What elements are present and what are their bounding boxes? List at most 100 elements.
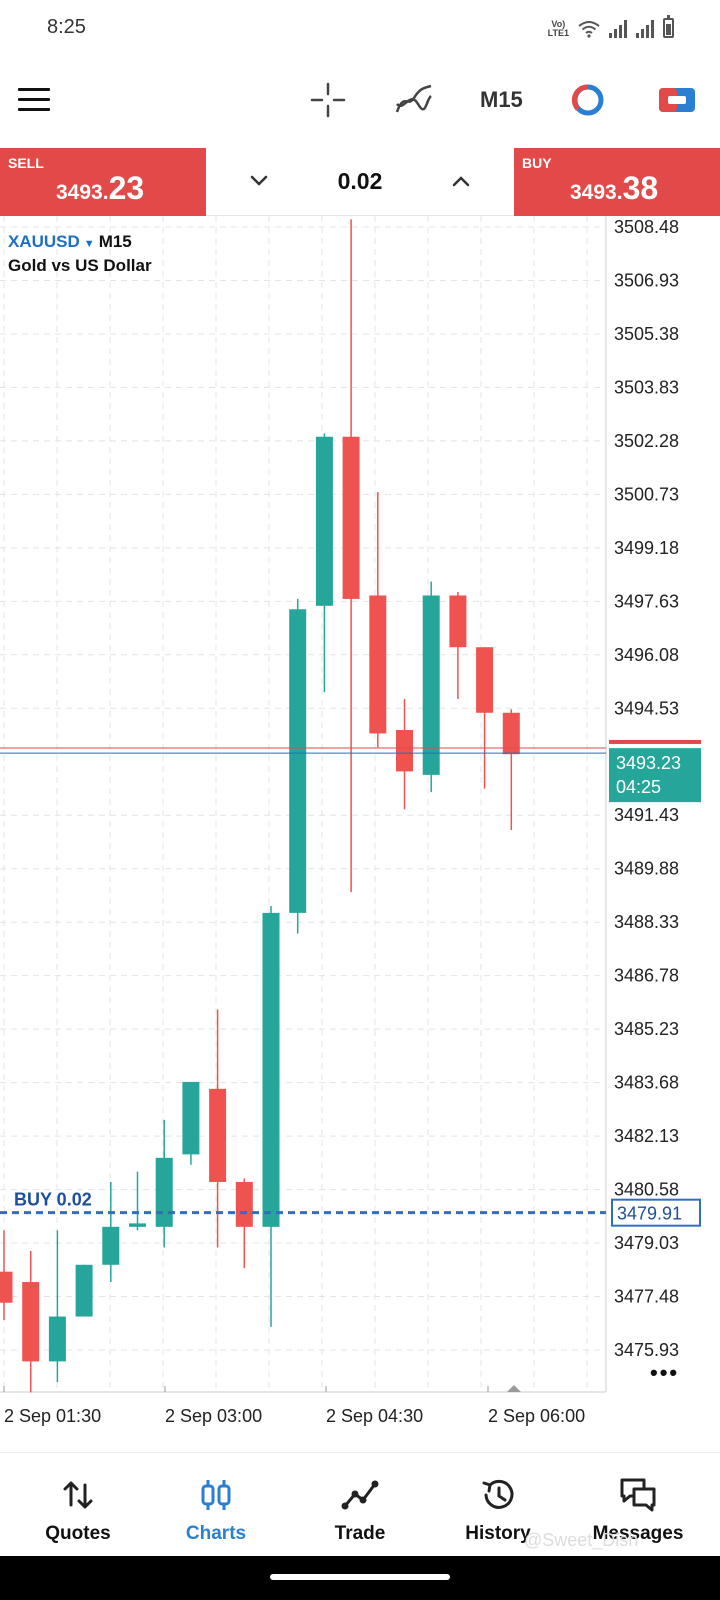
symbol-description: Gold vs US Dollar <box>8 256 152 275</box>
bottom-navigation: Quotes Charts Trade History Mess <box>0 1452 720 1556</box>
y-axis-tick-label: 3505.38 <box>614 324 679 344</box>
sell-price-suffix: 23 <box>108 170 145 206</box>
y-axis-tick-label: 3506.93 <box>614 270 679 290</box>
charts-icon <box>201 1480 231 1510</box>
signal-icon <box>609 20 627 38</box>
y-axis-tick-label: 3499.18 <box>614 538 679 558</box>
home-indicator[interactable] <box>270 1574 450 1580</box>
x-axis-tick-label: 2 Sep 03:00 <box>165 1406 262 1426</box>
nav-label-quotes: Quotes <box>45 1523 111 1544</box>
x-axis-tick-label: 2 Sep 06:00 <box>488 1406 585 1426</box>
status-icons: Vo) LTE1 <box>548 14 674 38</box>
x-axis-tick-label: 2 Sep 01:30 <box>4 1406 101 1426</box>
lot-size-input[interactable]: 0.02 <box>337 168 383 194</box>
symbol-name: XAUUSD <box>8 232 80 251</box>
nav-label-messages: Messages <box>592 1523 684 1544</box>
candle-bearish <box>22 1282 40 1362</box>
buy-price: 3493.38 <box>570 170 658 207</box>
sell-price-prefix: 3493. <box>56 181 109 204</box>
position-price-box <box>611 1198 701 1227</box>
indicator-icon[interactable] <box>394 82 434 118</box>
y-axis-tick-label: 3479.03 <box>614 1233 679 1253</box>
position-price-label: 3479.91 <box>617 1204 682 1224</box>
y-axis-tick-label: 3503.83 <box>614 377 679 397</box>
menu-icon[interactable] <box>18 88 50 112</box>
y-axis-tick-label: 3486.78 <box>614 966 679 986</box>
candle-bearish <box>209 1088 227 1182</box>
candle-bearish <box>396 730 413 772</box>
y-axis-tick-label: 3489.88 <box>614 859 679 879</box>
nav-item-trade[interactable]: Trade <box>288 1453 432 1557</box>
chevron-down-icon[interactable] <box>244 166 274 196</box>
watermark: @Sweet_Dish <box>524 1530 639 1550</box>
wifi-icon <box>578 21 600 38</box>
y-axis-tick-label: 3500.73 <box>614 484 679 504</box>
candle-bullish <box>262 912 280 1227</box>
nav-item-charts[interactable]: Charts <box>144 1453 288 1557</box>
candle-bearish <box>369 595 387 734</box>
nav-item-quotes[interactable]: Quotes <box>6 1453 150 1557</box>
more-options-icon[interactable]: ••• <box>650 1360 680 1385</box>
nav-label-charts: Charts <box>185 1523 247 1544</box>
nav-label-history: History <box>465 1523 531 1544</box>
candle-bullish <box>129 1223 146 1227</box>
symbol-dropdown-icon: ▼ <box>83 238 95 250</box>
candle-bullish <box>315 436 333 606</box>
y-axis-tick-label: 3508.48 <box>614 217 679 237</box>
y-axis-tick-label: 3485.23 <box>614 1019 679 1039</box>
objects-icon[interactable] <box>570 82 606 118</box>
buy-label: BUY <box>522 155 552 171</box>
candle-bearish <box>0 1271 13 1303</box>
y-axis-tick-label: 3491.43 <box>614 805 679 825</box>
candle-bullish <box>289 609 307 913</box>
chevron-up-icon[interactable] <box>446 166 476 196</box>
lot-size-control: 0.02 <box>206 148 514 216</box>
messages-icon <box>620 1478 656 1512</box>
y-axis-tick-label: 3502.28 <box>614 431 679 451</box>
y-axis-tick-label: 3475.93 <box>614 1340 679 1360</box>
sell-price: 3493.23 <box>56 170 144 207</box>
chart-toolbar: M15 <box>0 60 720 146</box>
buy-price-prefix: 3493. <box>570 181 623 204</box>
candle-bearish <box>235 1181 253 1227</box>
buy-price-suffix: 38 <box>622 170 659 206</box>
bid-price-label: 3493.23 <box>616 753 681 773</box>
candlestick-chart[interactable]: 3508.48 3506.93 3505.38 3503.83 3502.28 3500.… <box>0 216 720 1452</box>
sell-label: SELL <box>8 155 44 171</box>
candle-bullish <box>75 1264 93 1317</box>
one-click-trade-panel: SELL 3493.23 0.02 BUY 3493.38 <box>0 148 720 216</box>
x-axis-tick-label: 2 Sep 04:30 <box>326 1406 423 1426</box>
status-bar: 8:25 Vo) LTE1 <box>0 0 720 56</box>
timeframe-button[interactable]: M15 <box>480 87 523 112</box>
sell-button[interactable]: SELL 3493.23 <box>0 148 206 216</box>
crosshair-icon[interactable] <box>310 82 346 118</box>
history-icon <box>482 1479 514 1509</box>
bid-price-label-box <box>609 748 701 803</box>
nav-item-messages[interactable]: Messages <box>566 1453 710 1557</box>
status-time: 8:25 <box>47 16 86 38</box>
symbol-timeframe: M15 <box>98 232 132 251</box>
one-click-trading-icon[interactable] <box>658 87 696 113</box>
nav-item-history[interactable]: History <box>426 1453 570 1557</box>
candle-bullish <box>48 1316 66 1362</box>
ask-price-marker <box>609 739 701 744</box>
y-axis-tick-label: 3497.63 <box>614 591 679 611</box>
volte-icon: Vo) LTE1 <box>547 19 569 38</box>
buy-button[interactable]: BUY 3493.38 <box>514 148 720 216</box>
y-axis-tick-label: 3496.08 <box>614 645 679 665</box>
candle-countdown-label: 04:25 <box>616 777 661 797</box>
candle-bullish <box>422 595 440 775</box>
trade-icon <box>341 1480 379 1510</box>
chart-shift-marker <box>507 1385 521 1392</box>
y-axis-tick-label: 3494.53 <box>614 698 679 718</box>
y-axis-tick-label: 3480.58 <box>614 1180 679 1200</box>
y-axis-tick-label: 3477.48 <box>614 1287 679 1307</box>
chart-symbol-header[interactable]: XAUUSD ▼ M15 <box>8 232 132 252</box>
candle-bullish <box>182 1081 200 1155</box>
nav-label-trade: Trade <box>334 1523 386 1544</box>
candle-bearish <box>449 595 467 648</box>
price-chart[interactable]: 3508.48 3506.93 3505.38 3503.83 3502.28 3500.… <box>0 216 720 1452</box>
candle-bearish <box>342 436 360 599</box>
position-label: BUY 0.02 <box>14 1190 92 1210</box>
candle-bullish <box>155 1157 173 1227</box>
